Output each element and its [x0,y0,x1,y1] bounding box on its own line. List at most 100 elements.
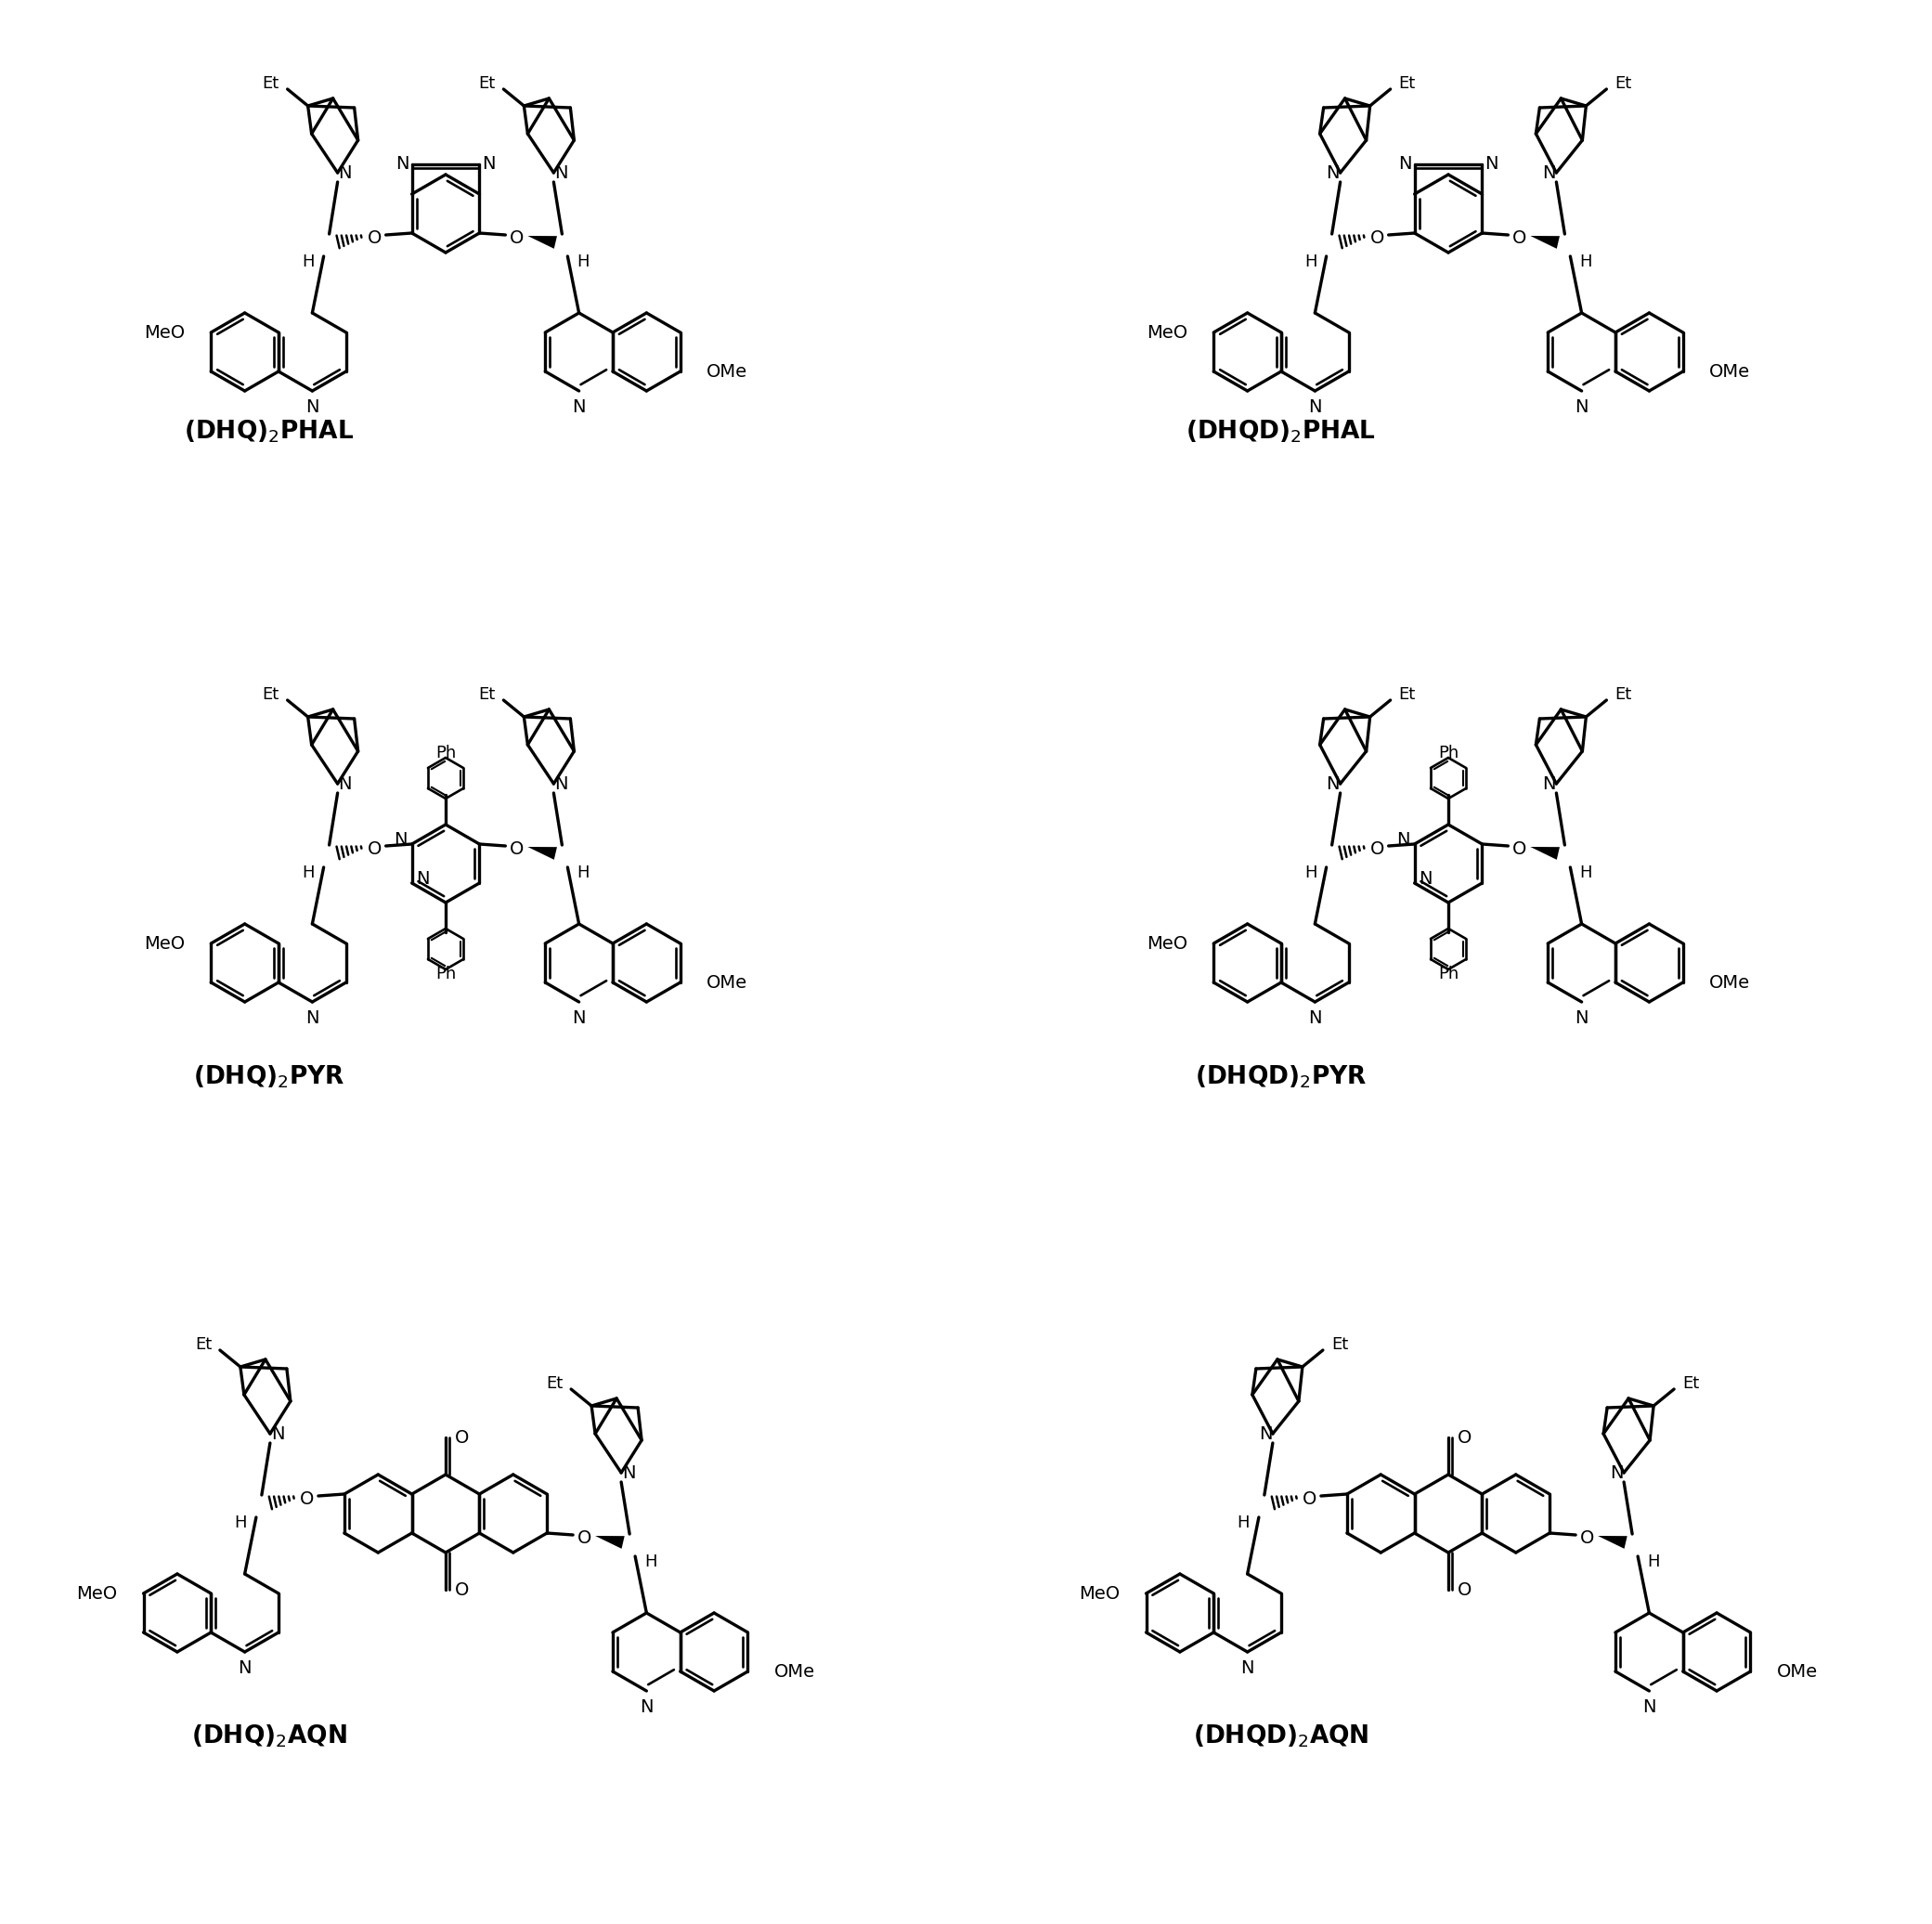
Text: (DHQ)$_2$PHAL: (DHQ)$_2$PHAL [184,419,354,444]
Text: N: N [1609,1464,1623,1481]
Text: OMe: OMe [1777,1662,1818,1680]
Text: O: O [1459,1430,1472,1447]
Text: O: O [1580,1530,1594,1547]
Polygon shape [1530,847,1559,860]
Text: OMe: OMe [707,362,748,381]
Text: Et: Et [263,687,280,702]
Text: N: N [481,156,495,173]
Text: Et: Et [263,75,280,92]
Text: N: N [415,870,429,889]
Text: Et: Et [479,687,495,702]
Text: Et: Et [195,1335,213,1353]
Text: MeO: MeO [1148,935,1188,952]
Text: N: N [639,1699,653,1716]
Text: H: H [1580,864,1592,881]
Text: N: N [1399,156,1412,173]
Text: Ph: Ph [435,966,456,983]
Text: N: N [1418,870,1432,889]
Text: N: N [396,156,410,173]
Text: (DHQ)$_2$AQN: (DHQ)$_2$AQN [191,1724,348,1749]
Text: H: H [1236,1514,1250,1532]
Text: O: O [510,841,524,858]
Text: N: N [1397,831,1410,848]
Polygon shape [595,1535,624,1549]
Text: N: N [1325,775,1339,793]
Text: O: O [367,841,383,858]
Text: N: N [572,398,585,416]
Text: (DHQD)$_2$AQN: (DHQD)$_2$AQN [1194,1724,1370,1749]
Text: N: N [1542,164,1555,181]
Text: N: N [1258,1426,1271,1443]
Polygon shape [1530,237,1559,248]
Text: H: H [1580,254,1592,269]
Text: OMe: OMe [1710,362,1750,381]
Text: N: N [1308,398,1321,416]
Text: N: N [270,1426,284,1443]
Text: Et: Et [1615,687,1633,702]
Text: O: O [299,1489,315,1508]
Text: O: O [456,1582,469,1599]
Text: O: O [367,229,383,246]
Text: N: N [1308,1010,1321,1027]
Text: N: N [338,775,352,793]
Polygon shape [1598,1535,1627,1549]
Text: MeO: MeO [1148,323,1188,341]
Text: N: N [394,831,408,848]
Text: MeO: MeO [1080,1585,1121,1603]
Text: Et: Et [1331,1335,1349,1353]
Text: N: N [1240,1660,1254,1678]
Text: N: N [238,1660,251,1678]
Polygon shape [527,237,556,248]
Text: MeO: MeO [145,935,185,952]
Text: O: O [1513,841,1526,858]
Text: (DHQ)$_2$PYR: (DHQ)$_2$PYR [193,1064,346,1091]
Text: Et: Et [1615,75,1633,92]
Text: N: N [622,1464,636,1481]
Text: H: H [301,254,315,269]
Text: O: O [1513,229,1526,246]
Text: H: H [1304,254,1318,269]
Text: H: H [578,254,589,269]
Text: OMe: OMe [1710,974,1750,991]
Text: Et: Et [547,1376,562,1391]
Text: N: N [1642,1699,1656,1716]
Text: H: H [1304,864,1318,881]
Text: Et: Et [1399,687,1416,702]
Text: Et: Et [1399,75,1416,92]
Text: Ph: Ph [1437,966,1459,983]
Polygon shape [527,847,556,860]
Text: N: N [305,398,319,416]
Text: H: H [578,864,589,881]
Text: O: O [456,1430,469,1447]
Text: N: N [572,1010,585,1027]
Text: N: N [1575,1010,1588,1027]
Text: O: O [510,229,524,246]
Text: (DHQD)$_2$PYR: (DHQD)$_2$PYR [1196,1064,1368,1091]
Text: H: H [645,1553,657,1570]
Text: N: N [1325,164,1339,181]
Text: N: N [305,1010,319,1027]
Text: N: N [1575,398,1588,416]
Text: O: O [1370,841,1385,858]
Text: Ph: Ph [1437,745,1459,762]
Text: OMe: OMe [707,974,748,991]
Text: N: N [554,775,568,793]
Text: N: N [1484,156,1497,173]
Text: Et: Et [479,75,495,92]
Text: H: H [301,864,315,881]
Text: Ph: Ph [435,745,456,762]
Text: N: N [338,164,352,181]
Text: N: N [554,164,568,181]
Text: (DHQD)$_2$PHAL: (DHQD)$_2$PHAL [1186,419,1376,444]
Text: O: O [1370,229,1385,246]
Text: Et: Et [1683,1376,1700,1391]
Text: O: O [1302,1489,1318,1508]
Text: H: H [1648,1553,1660,1570]
Text: O: O [1459,1582,1472,1599]
Text: MeO: MeO [145,323,185,341]
Text: O: O [578,1530,591,1547]
Text: MeO: MeO [77,1585,118,1603]
Text: H: H [234,1514,247,1532]
Text: OMe: OMe [775,1662,815,1680]
Text: N: N [1542,775,1555,793]
